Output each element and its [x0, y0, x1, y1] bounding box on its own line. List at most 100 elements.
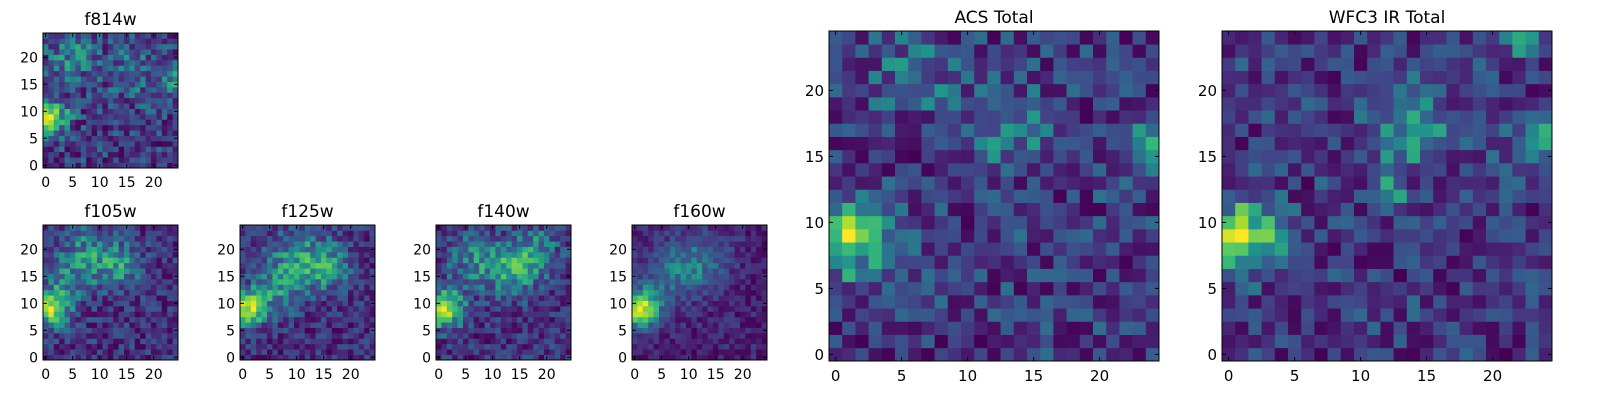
heatmap-cell [565, 252, 572, 258]
heatmap-cell [167, 60, 173, 66]
heatmap-cell [1119, 229, 1133, 243]
heatmap-cell [124, 349, 130, 355]
heatmap-cell [1340, 136, 1355, 151]
heatmap-cell [321, 273, 327, 280]
heatmap-cell [669, 300, 676, 307]
heatmap-cell [1327, 308, 1342, 322]
heatmap-cell [1106, 242, 1120, 256]
heatmap-cell [1261, 70, 1276, 85]
heatmap-cell [64, 124, 71, 131]
heatmap-cell [1499, 321, 1513, 335]
heatmap-cell [1486, 202, 1500, 217]
heatmap-cell [1525, 57, 1540, 71]
heatmap-cell [1367, 57, 1381, 71]
heatmap-cell [1079, 149, 1094, 164]
heatmap-cell [1433, 83, 1447, 98]
heatmap-cell [124, 151, 130, 158]
heatmap-cell [1000, 255, 1015, 269]
heatmap-cell [881, 70, 896, 85]
heatmap-cell [48, 300, 55, 307]
heatmap-cell [632, 343, 638, 350]
heatmap-cell [446, 311, 453, 318]
heatmap-cell [80, 33, 87, 39]
heatmap-cell [97, 141, 103, 147]
heatmap-cell [53, 114, 60, 120]
heatmap-cell [75, 295, 82, 301]
heatmap-cell [342, 300, 349, 307]
heatmap-cell [745, 349, 752, 355]
heatmap-cell [908, 31, 922, 45]
heatmap-cell [533, 262, 539, 269]
heatmap-cell [750, 262, 757, 269]
heatmap-cell [80, 354, 87, 361]
heatmap-cell [102, 230, 109, 237]
heatmap-cell [500, 225, 507, 231]
heatmap-cell [495, 230, 502, 237]
heatmap-cell [1222, 83, 1236, 98]
heatmap-cell [59, 130, 65, 136]
heatmap-cell [288, 295, 295, 301]
heatmap-cell [113, 327, 119, 334]
heatmap-cell [1288, 189, 1302, 203]
heatmap-cell [664, 252, 671, 258]
heatmap-cell [1406, 110, 1421, 124]
heatmap-cell [107, 81, 114, 88]
heatmap-cell [364, 235, 370, 242]
heatmap-cell [299, 295, 306, 301]
heatmap-cell [855, 176, 869, 190]
heatmap-cell [1093, 334, 1107, 349]
heatmap-cell [1472, 215, 1487, 230]
heatmap-cell [129, 289, 136, 296]
heatmap-cell [161, 306, 168, 312]
heatmap-cell [172, 241, 179, 247]
heatmap-cell [740, 322, 746, 328]
heatmap-cell [172, 124, 179, 131]
heatmap-cell [1420, 189, 1434, 203]
heatmap-cell [267, 289, 273, 296]
heatmap-cell [272, 322, 279, 328]
heatmap-cell [124, 97, 130, 104]
heatmap-cell [161, 300, 168, 307]
heatmap-cell [272, 306, 279, 312]
heatmap-cell [48, 273, 55, 280]
heatmap-cell [713, 306, 719, 312]
heatmap-cell [288, 311, 295, 318]
heatmap-cell [522, 284, 529, 291]
heatmap-cell [702, 311, 708, 318]
heatmap-cell [500, 268, 507, 274]
heatmap-cell [1106, 215, 1120, 230]
heatmap-cell [729, 289, 735, 296]
heatmap-cell [48, 157, 55, 163]
heatmap-cell [1472, 268, 1487, 283]
heatmap-cell [1486, 176, 1500, 190]
heatmap-cell [659, 246, 665, 253]
heatmap-cell [261, 316, 268, 323]
heatmap-cell [756, 316, 762, 323]
heatmap-cell [921, 163, 935, 177]
heatmap-cell [560, 241, 566, 247]
heatmap-cell [1066, 149, 1081, 164]
heatmap-cell [283, 279, 289, 285]
heatmap-cell [756, 354, 762, 361]
heatmap-cell [842, 57, 856, 71]
heatmap-cell [91, 246, 98, 253]
heatmap-cell [80, 279, 87, 285]
heatmap-cell [134, 316, 141, 323]
heatmap-cell [331, 295, 338, 301]
heatmap-cell [369, 306, 376, 312]
heatmap-cell [1000, 295, 1015, 309]
heatmap-cell [240, 230, 246, 237]
heatmap-cell [331, 279, 338, 285]
heatmap-cell [1354, 136, 1368, 151]
heatmap-cell [64, 246, 71, 253]
heatmap-cell [642, 322, 649, 328]
heatmap-cell [151, 295, 157, 301]
heatmap-cell [522, 354, 529, 361]
heatmap-cell [718, 225, 725, 231]
heatmap-cell [283, 300, 289, 307]
heatmap-cell [1288, 163, 1302, 177]
heatmap-cell [484, 300, 491, 307]
heatmap-cell [468, 349, 475, 355]
heatmap-cell [484, 333, 491, 339]
heatmap-cell [829, 242, 843, 256]
